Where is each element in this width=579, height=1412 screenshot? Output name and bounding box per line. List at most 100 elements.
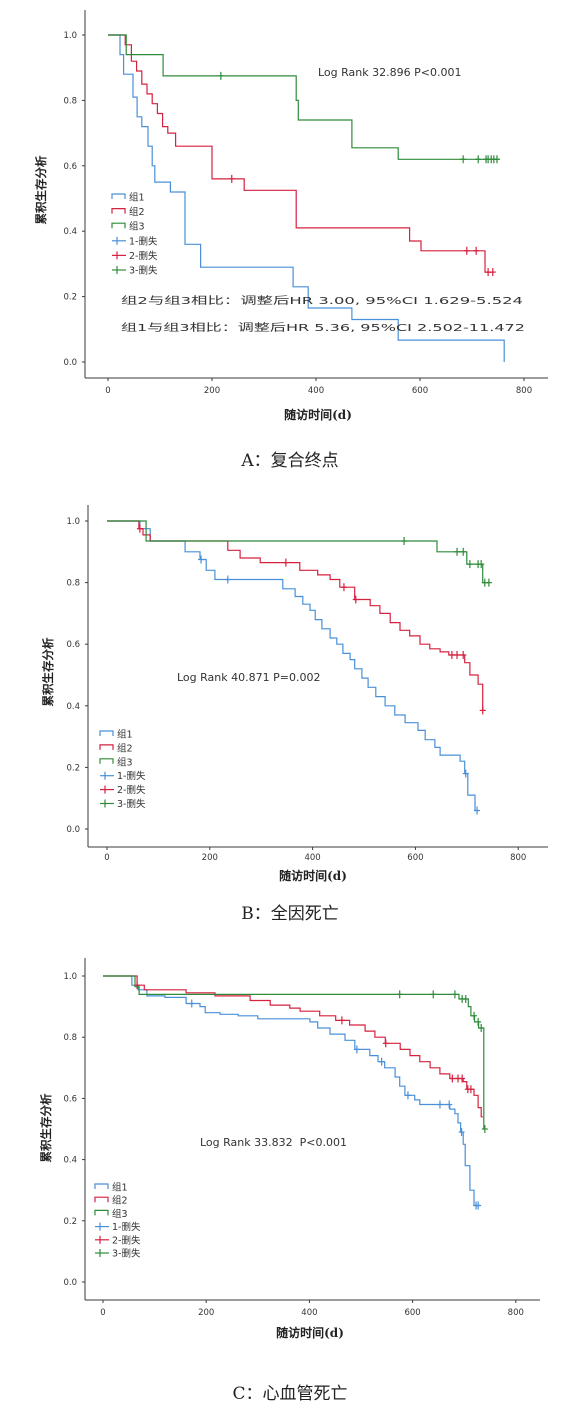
censor-mark-group-2 <box>136 524 143 533</box>
hr-annotation-group2-vs-group3: 组2与组3相比：调整后HR 3.00, 95%CI 1.629-5.524 <box>121 294 523 307</box>
plot-area: 0.00.20.40.60.81.00 200 400 600 800组1组2组31-删… <box>63 10 548 396</box>
y-tick-label: 0.6 <box>66 640 80 650</box>
y-tick-label: 0.4 <box>66 702 80 712</box>
y-tick-label: 0.8 <box>66 579 80 589</box>
x-tick-label: 0 <box>100 1308 105 1318</box>
censor-mark-group-3 <box>475 155 482 164</box>
censor-mark-group-3 <box>466 560 473 569</box>
censor-mark-group-2 <box>489 268 496 277</box>
x-axis-label: 随访时间(d) <box>284 407 352 422</box>
legend-item: 组3 <box>111 221 145 233</box>
y-axis-label: 累积生存分析 <box>34 155 48 224</box>
legend-item: 组1 <box>94 1182 128 1194</box>
legend-label: 3-删失 <box>129 265 158 277</box>
censor-mark-group-3 <box>396 990 403 999</box>
legend-label: 1-删失 <box>112 1221 141 1233</box>
x-tick-label: 800 <box>516 386 532 396</box>
legend-item: 3-删失 <box>95 1248 141 1260</box>
censor-mark-group-1 <box>474 806 481 815</box>
plot-area: 0.00.20.40.60.81.00 200 400 600 800组1组2组31-删… <box>63 958 540 1318</box>
x-tick-label: 400 <box>304 853 320 863</box>
censor-mark-group-2 <box>352 595 359 604</box>
x-tick-label: 400 <box>301 1308 317 1318</box>
y-tick-label: 0.2 <box>63 293 77 303</box>
y-tick-label: 0.6 <box>63 1094 77 1104</box>
y-tick-label: 0.4 <box>63 1156 77 1166</box>
survival-curve-group-2 <box>108 34 494 273</box>
panel-a: 0.0 0.2 0.4 0.6 0.8 1.0 0 200 400 600 800 组1 组2 组3 1-删… <box>34 10 548 471</box>
censor-mark-group-2 <box>338 1016 345 1025</box>
censor-mark-group-3 <box>217 71 224 80</box>
censor-mark-group-2 <box>459 1074 466 1083</box>
y-axis-label: 累积生存分析 <box>41 637 55 706</box>
censor-mark-group-1 <box>353 1045 360 1054</box>
censor-mark-group-2 <box>460 650 467 659</box>
censor-mark-group-3 <box>401 537 408 546</box>
panel-caption: A：复合终点 <box>240 451 338 471</box>
plot-area: 0.00.20.40.60.81.00 200 400 600 800组1组2组31-删… <box>66 505 548 863</box>
x-tick-label: 400 <box>308 386 324 396</box>
censor-mark-group-3 <box>454 547 461 556</box>
censor-mark-group-1 <box>436 1100 443 1109</box>
x-tick-label: 600 <box>412 386 428 396</box>
log-rank-annotation: Log Rank 40.871 P=0.002 <box>177 671 320 684</box>
panel-caption: C：心血管死亡 <box>232 1384 347 1404</box>
panel-caption: B：全因死亡 <box>241 904 339 924</box>
legend-label: 3-删失 <box>117 798 146 810</box>
censor-mark-group-2 <box>448 650 455 659</box>
legend-item: 3-删失 <box>112 265 158 277</box>
censor-mark-group-3 <box>460 155 467 164</box>
legend-item: 2-删失 <box>95 1234 141 1246</box>
survival-curve-group-2 <box>103 975 483 1118</box>
log-rank-annotation: Log Rank 32.896 P<0.001 <box>318 66 461 79</box>
legend-item: 组2 <box>99 742 133 754</box>
y-tick-label: 0.8 <box>63 96 77 106</box>
censor-mark-group-1 <box>224 575 231 584</box>
legend-label: 组2 <box>129 206 145 218</box>
legend-label: 组1 <box>129 192 145 204</box>
censor-mark-group-3 <box>481 1125 488 1133</box>
y-axis-label: 累积生存分析 <box>39 1093 53 1162</box>
survival-curve-group-1 <box>107 520 479 812</box>
legend-curve-swatch <box>99 744 114 750</box>
x-axis-label: 随访时间(d) <box>279 868 347 883</box>
panel-c: 0.0 0.2 0.4 0.6 0.8 1.0 0 200 400 600 800 组1组2组31-删… <box>39 958 540 1404</box>
legend-label: 组3 <box>117 756 133 768</box>
legend-item: 组3 <box>99 756 133 768</box>
y-tick-label: 0.0 <box>66 825 80 835</box>
legend-label: 组1 <box>112 1182 128 1194</box>
censor-mark-group-1 <box>458 1128 465 1137</box>
censor-mark-group-2 <box>228 174 235 183</box>
censor-mark-group-2 <box>449 1074 456 1083</box>
legend-curve-swatch <box>111 208 126 214</box>
censor-mark-group-2 <box>454 650 461 659</box>
x-tick-label: 600 <box>407 853 423 863</box>
legend-curve-swatch <box>99 730 114 736</box>
censor-mark-group-2 <box>340 583 347 592</box>
legend-label: 3-删失 <box>112 1248 141 1260</box>
legend-item: 组2 <box>111 206 145 218</box>
y-tick-label: 0.2 <box>66 763 80 773</box>
x-tick-label: 0 <box>105 386 110 396</box>
legend-label: 组2 <box>117 742 133 754</box>
censor-mark-group-3 <box>475 1017 482 1026</box>
legend-curve-swatch <box>111 193 126 199</box>
log-rank-annotation: Log Rank 33.832 P<0.001 <box>200 1136 347 1149</box>
hr-annotation-group1-vs-group3: 组1与组3相比：调整后HR 5.36, 95%CI 2.502-11.472 <box>121 321 525 334</box>
censor-mark-group-3 <box>460 547 467 556</box>
survival-curve-group-3 <box>108 34 499 160</box>
censor-mark-group-3 <box>471 1011 478 1020</box>
censor-mark-group-1 <box>198 555 205 564</box>
y-tick-label: 0.6 <box>63 162 77 172</box>
x-tick-label: 600 <box>404 1308 420 1318</box>
censor-mark-group-1 <box>404 1091 411 1100</box>
censor-mark-group-2 <box>479 706 486 715</box>
censor-mark-group-1 <box>462 769 469 778</box>
legend-label: 2-删失 <box>117 784 146 796</box>
y-tick-label: 0.0 <box>63 1278 77 1288</box>
legend-label: 组3 <box>112 1208 128 1220</box>
legend-item: 3-删失 <box>100 798 146 810</box>
censor-mark-group-2 <box>463 246 470 255</box>
